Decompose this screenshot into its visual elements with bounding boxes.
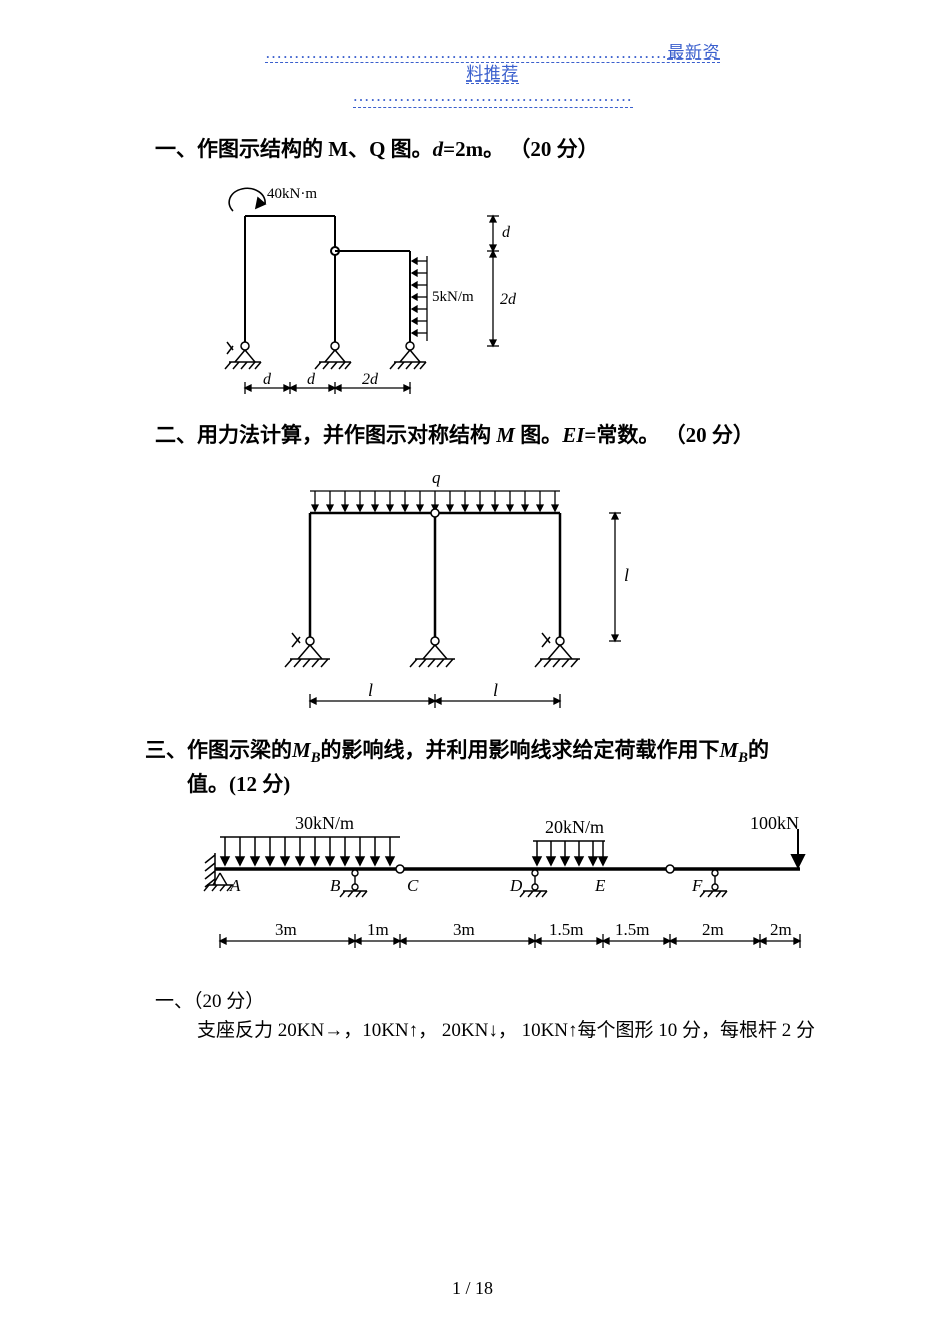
q1-t3: Q xyxy=(369,137,385,161)
q3-load-right: 100kN xyxy=(750,813,799,833)
page-number: 1 / 18 xyxy=(0,1278,945,1299)
header-dots-left: ……………………………………………………………最新资料推荐 xyxy=(265,43,720,84)
q1-t4: 图。 xyxy=(385,137,432,161)
q3-dim-5: 2m xyxy=(702,920,724,939)
q3-t1: 的影响线，并利用影响线求给定荷载作用下 xyxy=(320,738,719,762)
q1-t5: d xyxy=(433,137,444,161)
answer-line1: 一、（20 分） xyxy=(155,987,835,1016)
q3-mb2: MB xyxy=(719,738,747,762)
q1-dim-2d: 2d xyxy=(362,371,379,388)
q1-t1: M xyxy=(328,137,348,161)
q2-t1: M xyxy=(496,423,515,447)
q3-title: 三、作图示梁的MB的影响线，并利用影响线求给定荷载作用下MB的 值。(12 分) xyxy=(145,735,835,801)
q3-node-E: E xyxy=(594,876,606,895)
q2-t4: =常数。 （20 分） xyxy=(584,423,753,447)
q1-t2: 、 xyxy=(348,137,369,161)
q3-load-mid: 20kN/m xyxy=(545,817,604,837)
q3-t0: 三、作图示梁的 xyxy=(145,738,292,762)
q1-vdim-2d: 2d xyxy=(500,291,517,308)
q3-diagram: 30kN/m 20kN/m 100kN xyxy=(175,811,815,981)
q3-node-B: B xyxy=(330,876,341,895)
header-dots-right: ………………………………………… xyxy=(353,85,633,108)
q3-dim-2: 3m xyxy=(453,920,475,939)
q1-dim-d1: d xyxy=(263,371,272,388)
q3-t3: 值。(12 分) xyxy=(187,772,290,796)
answer-line2: 支座反力 20KN→，10KN↑， 20KN↓， 10KN↑每个图形 10 分，… xyxy=(197,1016,835,1045)
q3-dim-1: 1m xyxy=(367,920,389,939)
q1-title: 一、作图示结构的 M、Q 图。d=2m。 （20 分） xyxy=(155,134,835,166)
answer-block: 一、（20 分） 支座反力 20KN→，10KN↑， 20KN↓， 10KN↑每… xyxy=(155,987,835,1046)
q3-node-C: C xyxy=(407,876,419,895)
q1-t6: =2m。 （20 分） xyxy=(443,137,598,161)
q3-t2: 的 xyxy=(748,738,769,762)
q3-node-D: D xyxy=(509,876,523,895)
q1-t0: 一、作图示结构的 xyxy=(155,137,328,161)
q1-diagram: 40kN·m 5kN/m xyxy=(195,176,525,406)
content-area: 一、作图示结构的 M、Q 图。d=2m。 （20 分） xyxy=(155,120,835,1046)
q3-mb1: MB xyxy=(292,738,320,762)
q3-dim-0: 3m xyxy=(275,920,297,939)
q1-moment-label: 40kN·m xyxy=(267,186,317,202)
q2-hdim-l2: l xyxy=(493,680,498,700)
q2-vdim-l: l xyxy=(624,565,629,585)
q2-t3: EI xyxy=(562,423,584,447)
header-banner: ……………………………………………………………最新资料推荐 …………………………… xyxy=(260,42,725,108)
q3-node-F: F xyxy=(691,876,703,895)
q2-title: 二、用力法计算，并作图示对称结构 M 图。EI=常数。 （20 分） xyxy=(155,420,835,452)
q2-t0: 二、用力法计算，并作图示对称结构 xyxy=(155,423,496,447)
q2-diagram: q xyxy=(240,461,660,721)
q2-q-label: q xyxy=(432,468,441,487)
q3-dim-4: 1.5m xyxy=(615,920,649,939)
q2-t2: 图。 xyxy=(515,423,562,447)
q3-dim-6: 2m xyxy=(770,920,792,939)
q3-dim-3: 1.5m xyxy=(549,920,583,939)
q3-load-left: 30kN/m xyxy=(295,813,354,833)
q1-dim-d2: d xyxy=(307,371,316,388)
q1-udl-label: 5kN/m xyxy=(432,289,474,305)
page: ……………………………………………………………最新资料推荐 …………………………… xyxy=(0,0,945,1337)
q3-node-A: A xyxy=(229,876,241,895)
q2-hdim-l1: l xyxy=(368,680,373,700)
q1-vdim-d: d xyxy=(502,224,511,241)
